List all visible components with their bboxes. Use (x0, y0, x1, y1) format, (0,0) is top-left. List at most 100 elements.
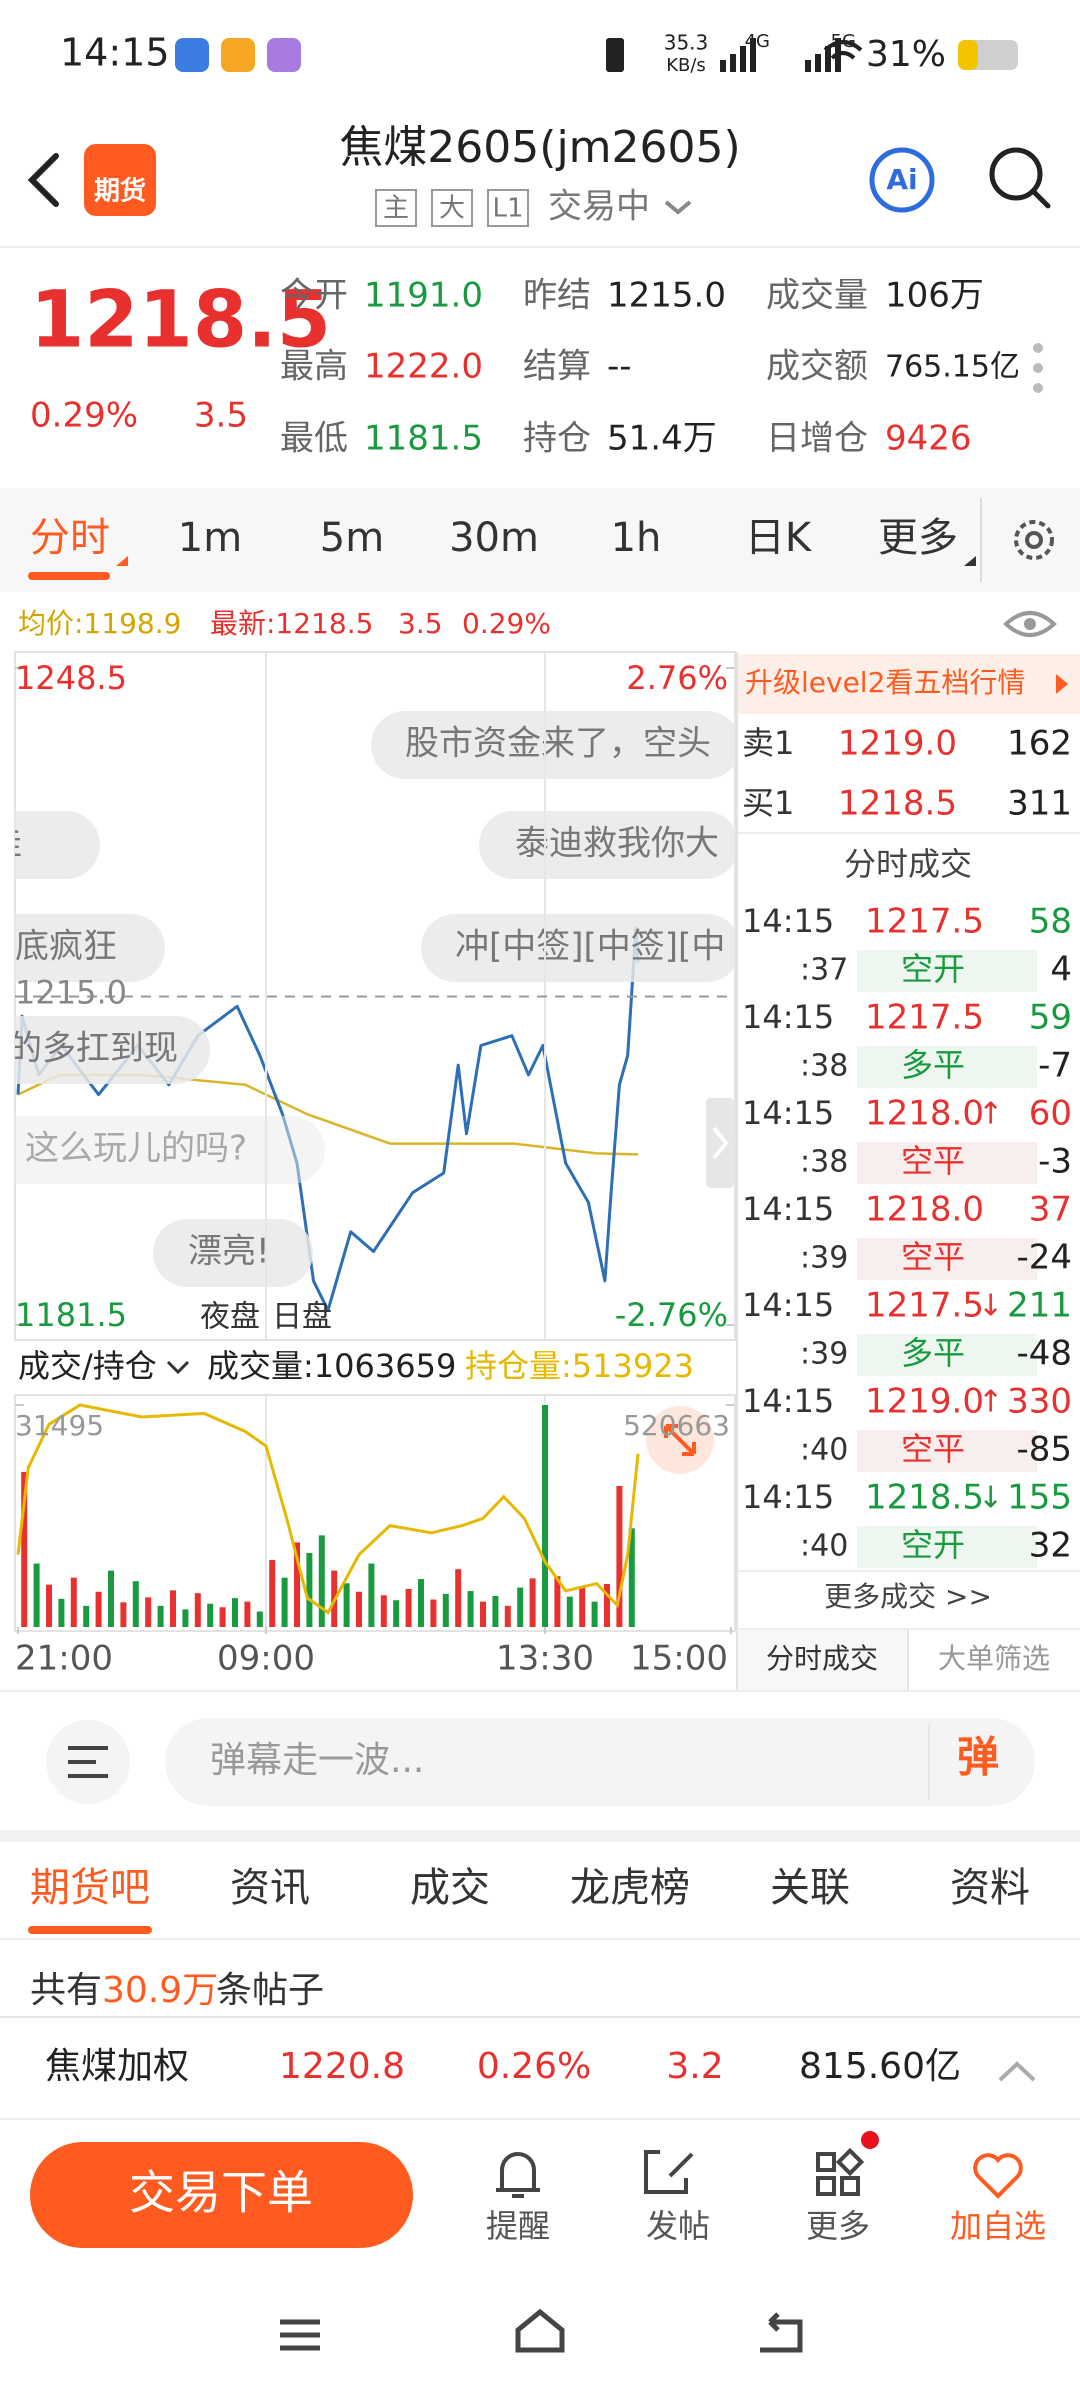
y-tick-label: 1215.0 (15, 974, 127, 1012)
y2-tick-label: -2.76% (615, 1296, 728, 1334)
eye-icon[interactable] (1003, 611, 1057, 637)
nav-label[interactable]: 发帖 (646, 2207, 710, 2245)
search-icon-handle (1030, 188, 1051, 209)
period-tab[interactable]: 日K (745, 515, 813, 561)
volume-bar (108, 1570, 114, 1627)
nav-label[interactable]: 提醒 (486, 2207, 550, 2245)
danmaku-text: 漂亮! (188, 1232, 270, 1272)
trade-second: :39 (800, 1241, 848, 1276)
danmaku-bubble (15, 1016, 210, 1084)
divider (928, 1724, 930, 1800)
community-tab[interactable]: 龙虎榜 (570, 1865, 690, 1911)
grid-icon[interactable] (816, 2147, 865, 2196)
period-tab[interactable]: 5m (320, 515, 384, 561)
trade-button[interactable] (30, 2142, 413, 2248)
trade-price: 1217.5 (865, 902, 984, 942)
field-label: 成交额 (766, 347, 868, 387)
banner-bg (738, 654, 1080, 714)
field-value: 51.4万 (607, 419, 717, 459)
danmaku-text: 冲[中签][中签][中 (455, 927, 725, 967)
net-speed: 35.3 (664, 31, 709, 55)
weighted-price: 1220.8 (279, 2046, 405, 2087)
volume-bar (467, 1591, 474, 1627)
more-trades[interactable]: 更多成交 >> (824, 1580, 992, 1613)
latest-change-pct: 0.29% (462, 607, 551, 640)
field-label: 昨结 (523, 276, 591, 316)
panel-toggle[interactable] (706, 1098, 734, 1188)
ai-label: Ai (886, 163, 917, 196)
tab-bar-bg (0, 488, 1080, 592)
danmaku-bubble (371, 711, 735, 779)
period-tab[interactable]: 分时 (30, 515, 110, 561)
field-value: 1215.0 (607, 276, 726, 316)
trade-price: 1219.0 (865, 1382, 984, 1422)
divider (738, 1570, 1080, 1572)
settings-icon[interactable] (1014, 520, 1054, 560)
field-label: 日增仓 (766, 419, 868, 459)
period-tab[interactable]: 30m (449, 515, 539, 561)
active-tab-bg (738, 1630, 908, 1690)
period-tab[interactable]: 1h (611, 515, 662, 561)
heart-icon[interactable] (973, 2153, 1023, 2199)
book-label: 卖1 (742, 724, 794, 762)
volume-bar (628, 1528, 635, 1627)
net-type: 5G (831, 31, 856, 52)
tag-box (375, 189, 417, 227)
volume-selector[interactable]: 成交/持仓 (18, 1347, 157, 1385)
community-tab[interactable]: 资料 (950, 1865, 1030, 1911)
trades-tab[interactable]: 大单筛选 (938, 1642, 1050, 1675)
danmaku-toggle-icon (68, 1746, 108, 1778)
danmaku-text: 股市资金来了，空头 (405, 724, 711, 764)
community-tab[interactable]: 资讯 (230, 1865, 310, 1911)
volume-bar (145, 1597, 152, 1627)
volume-bar (70, 1577, 77, 1627)
volume-chart-frame (14, 1394, 736, 1632)
danmaku-input[interactable] (165, 1718, 1035, 1806)
trades-tab[interactable]: 分时成交 (766, 1642, 878, 1675)
volume-bar (232, 1598, 238, 1627)
search-icon[interactable] (989, 147, 1043, 201)
danmaku-send[interactable]: 弹 (957, 1733, 999, 1782)
volume-bar (517, 1587, 524, 1627)
trade-oi-change: -7 (1038, 1046, 1072, 1086)
book-qty: 311 (1007, 784, 1072, 824)
trade-oi-change: -24 (1016, 1238, 1072, 1278)
level2-banner[interactable]: 升级level2看五档行情 (745, 666, 1025, 699)
trade-button-label[interactable]: 交易下单 (129, 2166, 313, 2220)
back-key[interactable] (760, 2312, 803, 2353)
community-tab[interactable]: 成交 (410, 1865, 490, 1911)
home-key[interactable] (515, 2308, 565, 2353)
last-price: 1218.5 (30, 275, 331, 365)
back-icon[interactable] (27, 153, 59, 207)
trade-oi-change: -3 (1038, 1142, 1072, 1182)
eye-pupil (1024, 618, 1036, 630)
edit-icon[interactable] (644, 2150, 694, 2194)
trade-time: 14:15 (742, 1478, 834, 1516)
expand-arrows (664, 1424, 696, 1456)
period-tab[interactable]: 1m (178, 515, 242, 561)
community-tab[interactable]: 关联 (770, 1865, 850, 1911)
field-value: 1191.0 (364, 276, 483, 316)
trade-volume: 211 (1007, 1286, 1072, 1326)
banner-arrow (1056, 674, 1068, 694)
trade-volume: 37 (1029, 1190, 1072, 1230)
field-label: 持仓 (523, 419, 591, 459)
open-interest: 持仓量:513923 (465, 1347, 694, 1385)
logo-text: 期货 (94, 176, 146, 207)
nav-label[interactable]: 更多 (806, 2207, 870, 2245)
expand-chevron[interactable] (998, 2061, 1036, 2082)
menu-key[interactable] (280, 2319, 320, 2351)
x-tick-label: 13:30 (496, 1639, 594, 1679)
danmaku-text: 这么玩儿的吗? (25, 1129, 247, 1169)
nav-label[interactable]: 加自选 (950, 2207, 1046, 2245)
more-dots (1033, 343, 1043, 393)
trade-price: 1218.0 (865, 1190, 984, 1230)
period-tab[interactable]: 更多 (878, 515, 958, 561)
community-tab[interactable]: 期货吧 (30, 1865, 150, 1911)
trade-type-bg (857, 950, 1037, 992)
bell-icon[interactable] (496, 2152, 540, 2198)
volume-bar (616, 1486, 623, 1627)
ai-icon[interactable] (869, 147, 935, 213)
weighted-bar-bg (0, 2018, 1080, 2118)
